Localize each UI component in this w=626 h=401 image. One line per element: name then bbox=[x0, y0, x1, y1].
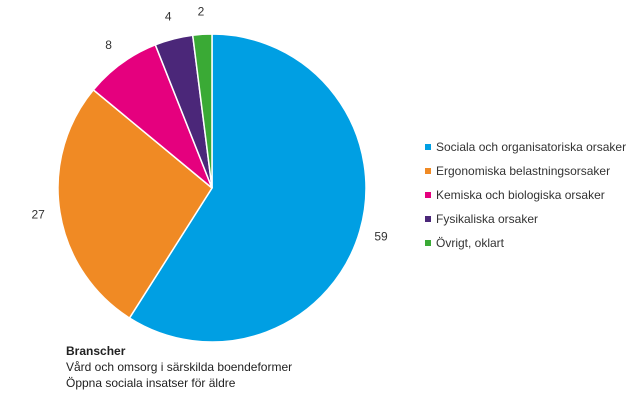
legend-swatch-other bbox=[425, 240, 431, 246]
legend-swatch-ergonomic bbox=[425, 168, 431, 174]
pie-value-label-chemical: 8 bbox=[105, 38, 112, 52]
legend: Sociala och organisatoriska orsaker Ergo… bbox=[425, 135, 626, 255]
pie-value-label-physical: 4 bbox=[165, 10, 172, 24]
legend-label-physical: Fysikaliska orsaker bbox=[436, 212, 539, 226]
pie-value-label-ergonomic: 27 bbox=[31, 208, 45, 222]
caption: Branscher Vård och omsorg i särskilda bo… bbox=[66, 343, 292, 391]
caption-line-2: Öppna sociala insatser för äldre bbox=[66, 376, 236, 390]
legend-swatch-social bbox=[425, 144, 431, 150]
legend-label-other: Övrigt, oklart bbox=[436, 236, 505, 250]
legend-item-physical: Fysikaliska orsaker bbox=[425, 207, 626, 231]
pie-slice-other bbox=[191, 33, 213, 189]
legend-item-other: Övrigt, oklart bbox=[425, 231, 626, 255]
pie-value-label-social: 59 bbox=[374, 229, 388, 243]
legend-label-chemical: Kemiska och biologiska orsaker bbox=[436, 188, 605, 202]
legend-item-social: Sociala och organisatoriska orsaker bbox=[425, 135, 626, 159]
legend-item-ergonomic: Ergonomiska belastningsorsaker bbox=[425, 159, 626, 183]
pie-value-label-other: 2 bbox=[198, 5, 205, 19]
caption-line-1: Vård och omsorg i särskilda boendeformer bbox=[66, 360, 293, 374]
pie-slice-ergonomic bbox=[57, 88, 213, 320]
legend-swatch-chemical bbox=[425, 192, 431, 198]
legend-swatch-physical bbox=[425, 216, 431, 222]
pie-slice-social bbox=[128, 33, 367, 343]
legend-item-chemical: Kemiska och biologiska orsaker bbox=[425, 183, 626, 207]
legend-label-social: Sociala och organisatoriska orsaker bbox=[436, 140, 626, 154]
legend-label-ergonomic: Ergonomiska belastningsorsaker bbox=[436, 164, 611, 178]
caption-title: Branscher bbox=[66, 344, 126, 358]
